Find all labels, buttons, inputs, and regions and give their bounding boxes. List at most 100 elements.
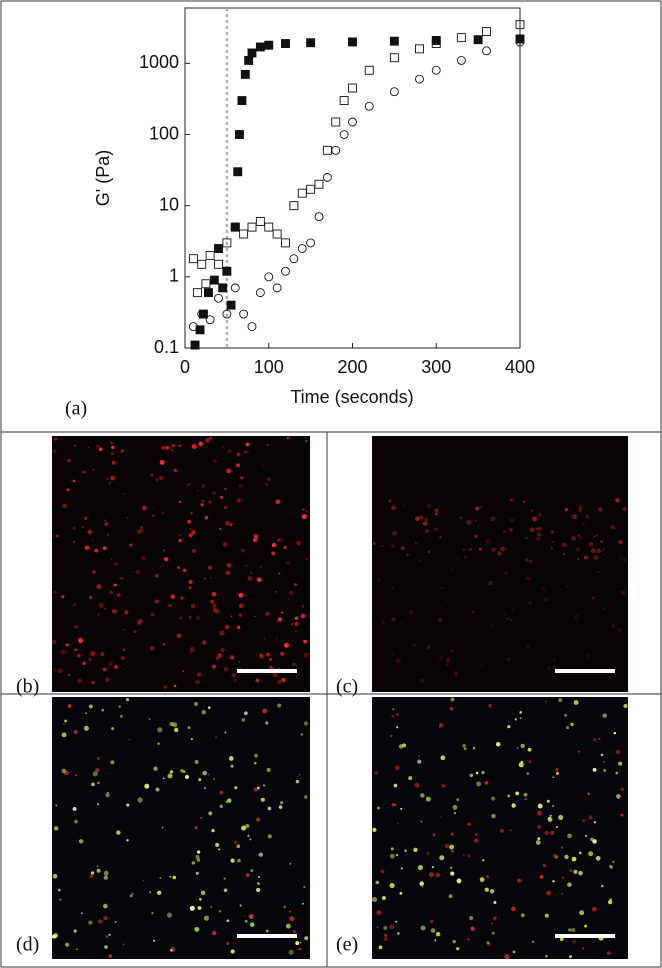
dot [194,759,199,765]
dot [159,877,162,879]
dot [585,514,590,519]
dot [571,856,577,862]
dot [618,539,623,545]
dot [97,781,100,785]
dot [381,620,386,625]
dot [236,625,241,630]
dot [449,706,454,711]
dot [218,910,222,913]
dot [609,864,612,867]
dot [596,570,600,574]
dot [234,840,238,844]
data-point [331,117,341,127]
data-point [289,201,299,211]
dot [208,811,213,816]
dot [593,821,597,824]
dot [397,932,400,935]
dot [98,447,103,452]
dot [305,558,308,561]
dot [230,655,235,660]
dot [196,858,201,862]
dot [462,743,466,748]
dot [469,548,472,551]
dot [159,459,165,465]
dot [256,577,262,583]
dot [87,446,90,449]
dot [73,929,77,933]
dot [77,678,82,684]
dot [90,651,96,657]
dot [73,444,76,447]
dot [456,798,460,802]
dot [229,523,233,527]
data-point [331,145,341,155]
dot [259,654,262,658]
dot [219,594,222,596]
dot [230,764,234,768]
dot [190,737,194,741]
data-point [188,322,198,332]
dot [481,664,483,667]
dot [129,894,133,898]
data-point [255,217,265,226]
dot [588,815,593,820]
dot [598,738,601,740]
dot [404,849,407,852]
dot [140,526,143,529]
dot [618,761,623,766]
dot [467,938,470,941]
dot [400,546,405,551]
dot [570,722,574,727]
dot [509,829,512,832]
dot [179,617,182,619]
dot [518,762,524,768]
dot [526,772,530,776]
dot [92,771,98,777]
dot [474,534,478,539]
dot [466,519,472,525]
dot [592,767,597,772]
dot [63,722,65,725]
data-point [364,65,374,75]
dot [219,804,223,809]
dot [213,607,216,610]
dot [408,609,414,615]
dot [303,885,306,889]
dot [208,500,212,504]
dot [120,714,123,718]
dot [593,738,597,742]
dot [564,854,569,860]
dot [497,551,502,556]
dot [210,599,215,604]
dot [546,666,552,671]
dot [519,711,522,714]
dot [558,698,563,703]
dot [550,547,554,550]
dot [301,902,304,905]
dot [469,773,474,778]
dot [224,505,228,509]
dot [108,933,111,936]
dot [491,813,496,819]
data-point [230,283,240,293]
dot [102,667,107,672]
dot [163,643,166,646]
dot [107,791,109,794]
panel-label: (a) [65,398,87,420]
dot [199,897,202,901]
dot [391,617,396,622]
dot [148,717,151,720]
dot [219,630,225,636]
dot [153,939,156,942]
dot [113,583,117,587]
dot [210,576,213,579]
dot [550,830,555,836]
dot [391,505,397,511]
dot [105,793,110,798]
dot [288,910,292,913]
dot [155,787,160,792]
dot [227,798,232,803]
dot [189,528,192,530]
dot [446,657,451,662]
